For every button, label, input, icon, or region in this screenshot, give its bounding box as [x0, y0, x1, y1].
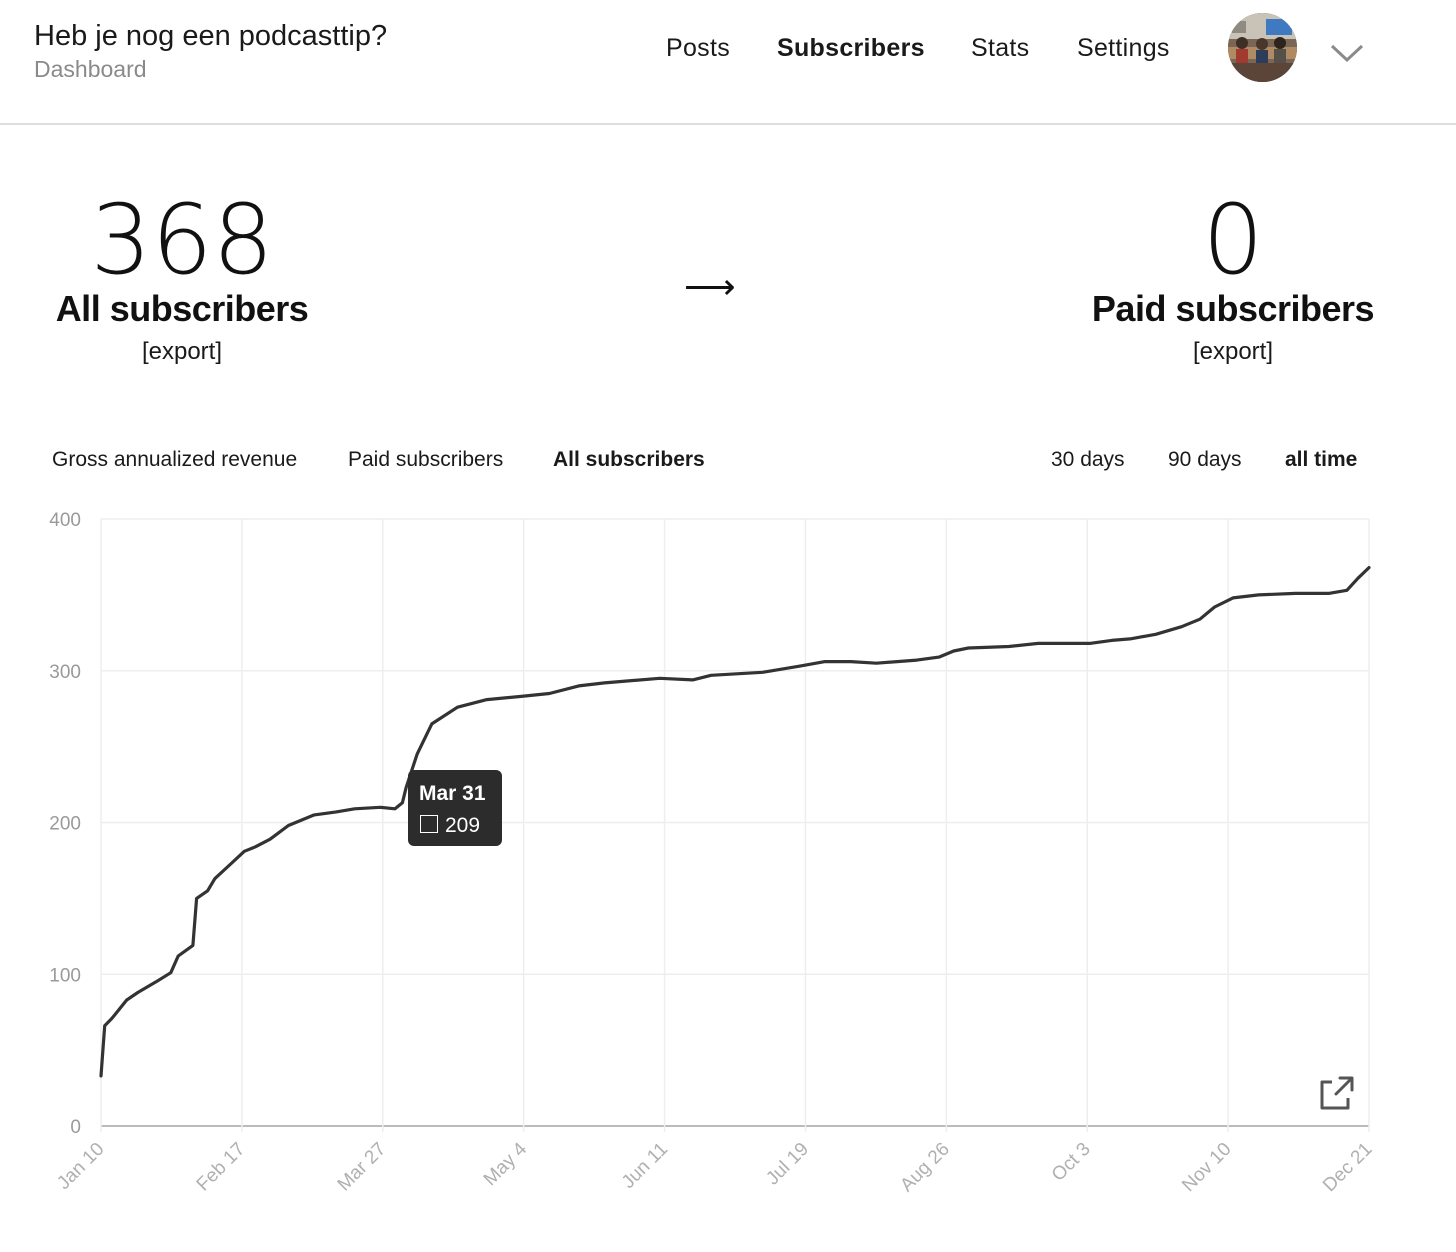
range-30-days[interactable]: 30 days — [1051, 448, 1125, 471]
tooltip-value: 209 — [445, 814, 481, 837]
range-90-days[interactable]: 90 days — [1168, 448, 1242, 471]
chart-grid — [100, 518, 1370, 1132]
x-axis-labels: Jan 10 Feb 17 Mar 27 May 4 Jun 11 Jul 19 Aug 2… — [53, 1138, 1376, 1196]
y-axis-labels: 0 100 200 300 400 — [49, 510, 81, 1138]
nav-settings[interactable]: Settings — [1077, 34, 1170, 62]
profile-photo-icon — [1228, 13, 1297, 82]
tooltip-swatch — [420, 815, 438, 833]
paid-subscribers-count: 0 — [1202, 184, 1264, 296]
x-tick-label: Feb 17 — [193, 1139, 250, 1196]
x-tick-label: Jun 11 — [618, 1139, 672, 1193]
y-tick-label: 200 — [49, 814, 81, 835]
subscribers-chart: 0 100 200 300 400 Jan 10 Feb 17 Mar 27 May 4 Jun… — [49, 510, 1376, 1196]
all-subscribers-label: All subscribers — [55, 288, 309, 329]
y-tick-label: 400 — [49, 510, 81, 531]
x-tick-label: Nov 10 — [1178, 1139, 1235, 1196]
paid-subscribers-export-link[interactable]: [export] — [1192, 338, 1274, 365]
x-tick-label: Oct 3 — [1048, 1139, 1095, 1186]
nav-subscribers[interactable]: Subscribers — [777, 34, 925, 62]
x-tick-label: Jul 19 — [762, 1139, 813, 1190]
arrow-icon: ⟶ — [684, 266, 736, 307]
x-tick-label: Mar 27 — [334, 1139, 391, 1196]
y-tick-label: 300 — [49, 662, 81, 683]
all-subscribers-count: 368 — [90, 184, 274, 296]
dashboard-label: Dashboard — [34, 56, 147, 82]
chevron-down-icon[interactable] — [1328, 38, 1366, 66]
avatar[interactable] — [1228, 13, 1297, 82]
all-subscribers-export-link[interactable]: [export] — [141, 338, 223, 365]
expand-chart-icon[interactable] — [1316, 1074, 1356, 1114]
paid-subscribers-label: Paid subscribers — [1091, 288, 1375, 329]
chart-tooltip: Mar 31 209 — [408, 770, 502, 846]
all-subscribers-line — [99, 566, 1371, 1078]
x-tick-label: Dec 21 — [1319, 1139, 1376, 1196]
y-tick-label: 0 — [70, 1117, 81, 1138]
publication-title[interactable]: Heb je nog een podcasttip? — [34, 20, 388, 52]
tab-gross-annualized-revenue[interactable]: Gross annualized revenue — [52, 448, 298, 471]
nav-stats[interactable]: Stats — [971, 34, 1030, 62]
x-tick-label: Jan 10 — [53, 1139, 108, 1194]
x-tick-label: Aug 26 — [896, 1139, 953, 1196]
top-header: Heb je nog een podcasttip? Dashboard Pos… — [0, 0, 1456, 125]
range-all-time[interactable]: all time — [1285, 448, 1358, 471]
tooltip-date: Mar 31 — [419, 782, 486, 805]
nav-posts[interactable]: Posts — [666, 34, 731, 62]
tab-paid-subscribers[interactable]: Paid subscribers — [348, 448, 504, 471]
y-tick-label: 100 — [49, 965, 81, 986]
x-tick-label: May 4 — [480, 1138, 532, 1190]
tab-all-subscribers[interactable]: All subscribers — [553, 448, 705, 471]
